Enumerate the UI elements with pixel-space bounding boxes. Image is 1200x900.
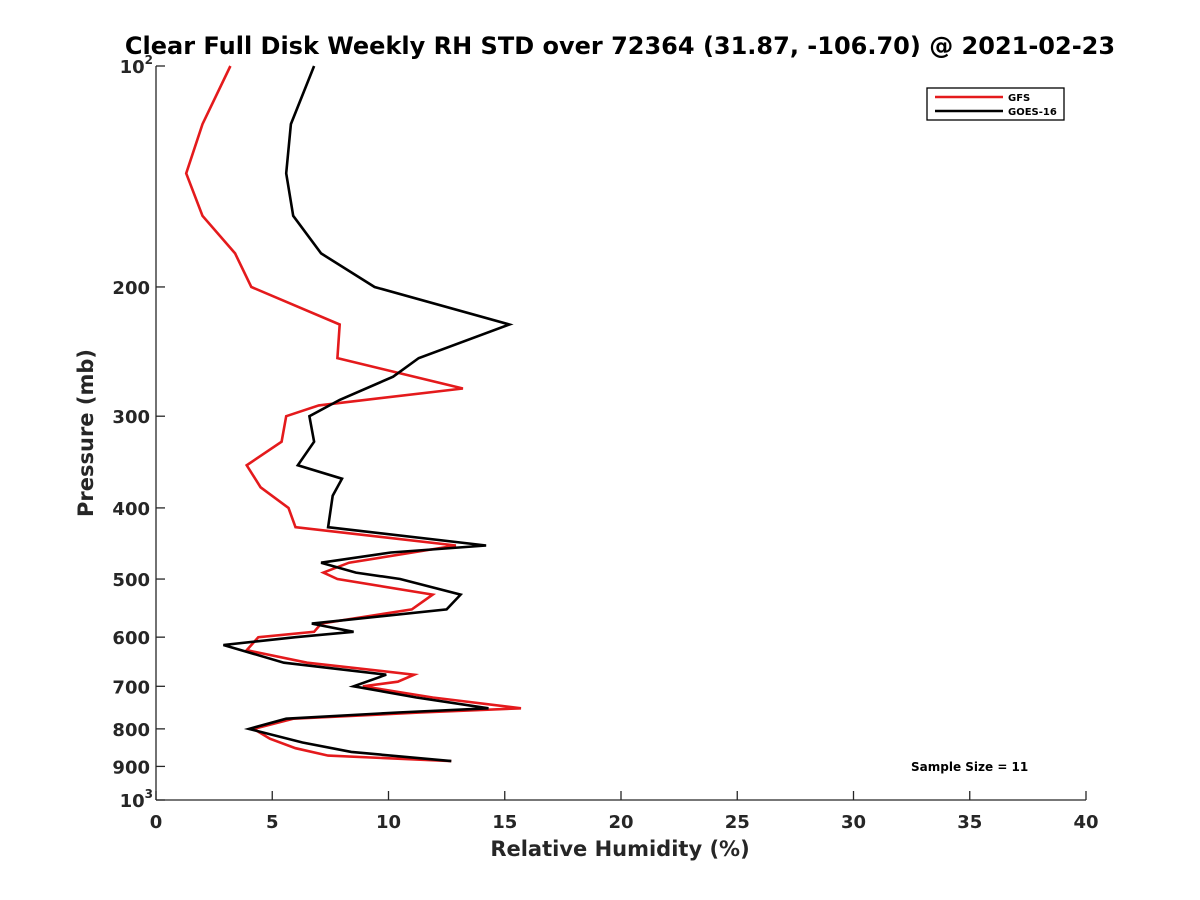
sample-size-annotation: Sample Size = 11 xyxy=(911,760,1028,774)
x-tick-label: 20 xyxy=(608,812,633,833)
y-tick-label: 200 xyxy=(112,278,150,299)
series-line-gfs xyxy=(184,65,522,763)
x-tick-label: 25 xyxy=(725,812,750,833)
x-tick-label: 10 xyxy=(376,812,401,833)
x-tick-label: 5 xyxy=(266,812,279,833)
y-tick-label: 800 xyxy=(112,720,150,741)
legend-label-gfs: GFS xyxy=(1008,93,1030,104)
series-layer xyxy=(184,65,522,763)
series-line-goes16 xyxy=(223,65,514,763)
legend-label-goes16: GOES-16 xyxy=(1008,107,1057,118)
x-tick-label: 30 xyxy=(841,812,866,833)
x-axis-label: Relative Humidity (%) xyxy=(490,837,749,861)
legend: GFS GOES-16 xyxy=(926,87,1065,121)
x-tick-label: 40 xyxy=(1073,812,1098,833)
x-tick-label: 15 xyxy=(492,812,517,833)
x-tick-label: 0 xyxy=(150,812,163,833)
x-tick-label: 35 xyxy=(957,812,982,833)
y-tick-label: 700 xyxy=(112,677,150,698)
x-axis: 0 5 10 15 20 25 30 35 40 xyxy=(150,791,1099,833)
y-tick-label: 600 xyxy=(112,628,150,649)
y-tick-label: 300 xyxy=(112,407,150,428)
y-axis-label: Pressure (mb) xyxy=(74,349,98,517)
y-tick-label: 400 xyxy=(112,499,150,520)
legend-box xyxy=(926,87,1065,121)
y-tick-label: 103 xyxy=(120,787,153,812)
y-tick-label: 102 xyxy=(120,53,153,78)
y-tick-label: 900 xyxy=(112,757,150,778)
y-tick-label: 500 xyxy=(112,570,150,591)
y-axis: 102 200 300 400 500 600 700 800 900 103 xyxy=(112,53,165,812)
plot-area xyxy=(155,66,1086,801)
chart-title: Clear Full Disk Weekly RH STD over 72364… xyxy=(125,32,1115,60)
